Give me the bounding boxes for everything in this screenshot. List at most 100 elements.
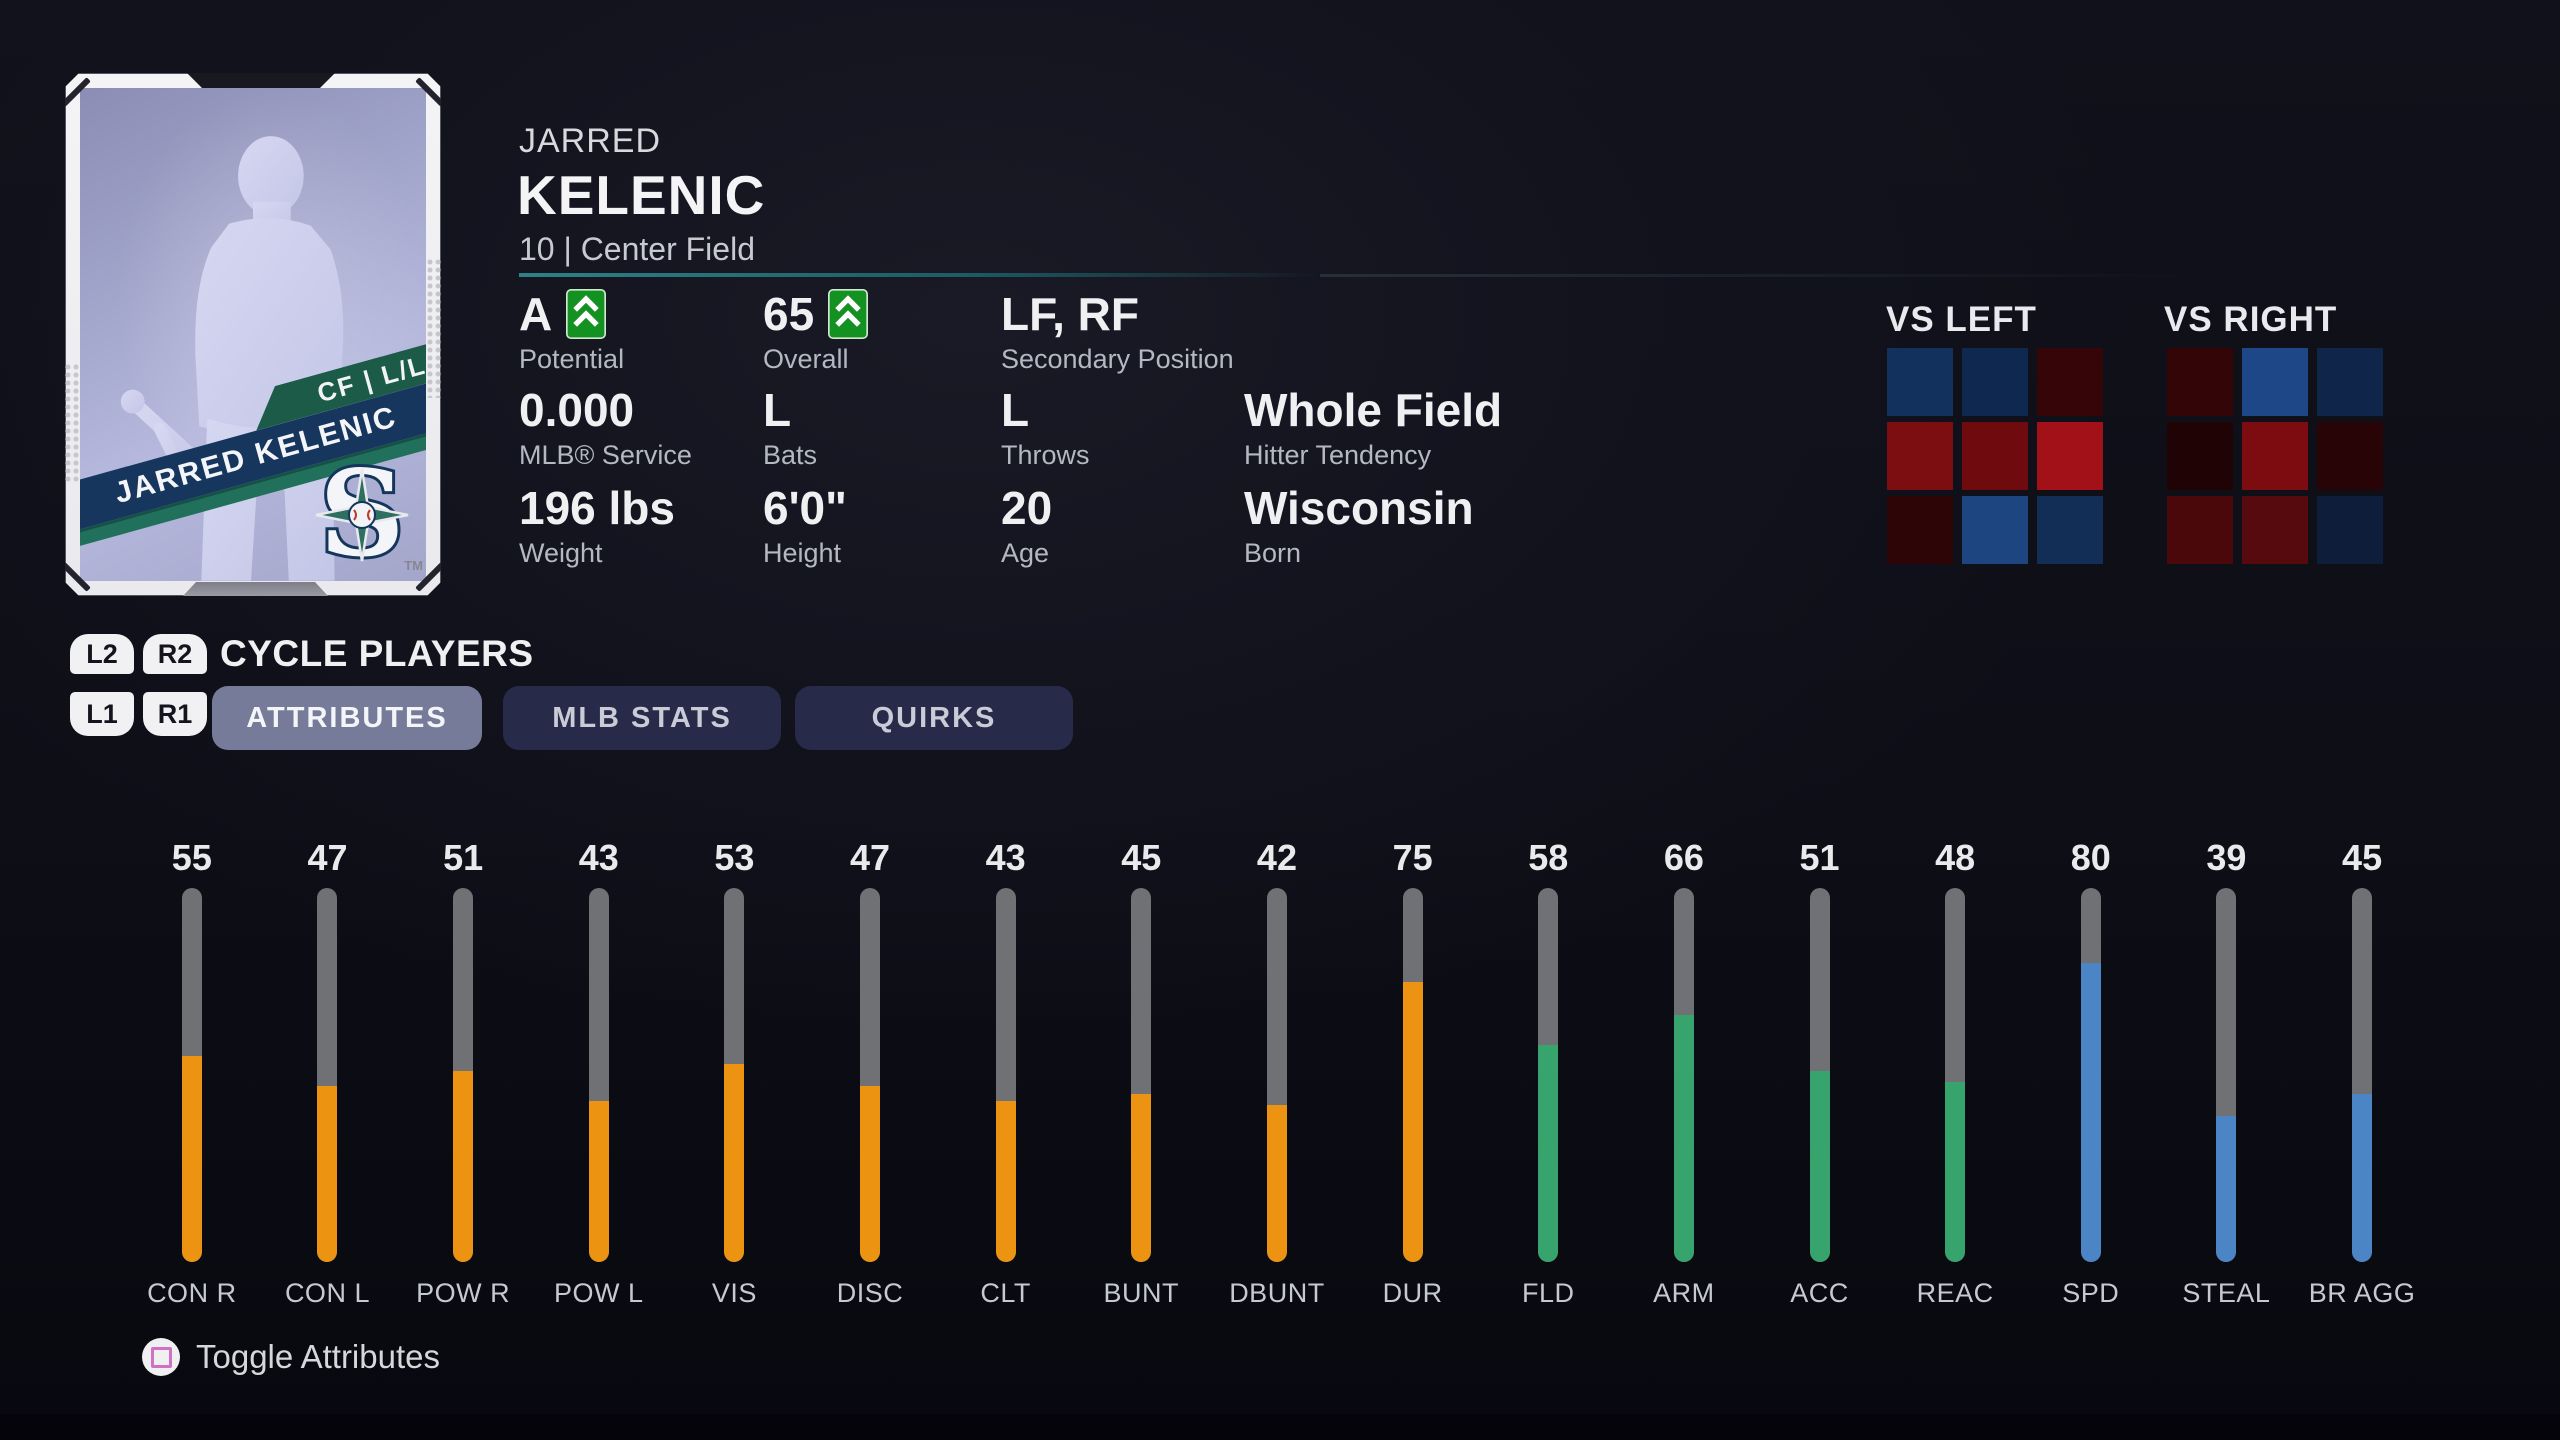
player-card: CF | L/L JARRED KELENIC S TM [65,73,441,596]
attribute-value: 75 [1392,837,1433,878]
stat-value: 6'0" [763,482,847,534]
attribute-bar-acc: 51 ACC [1752,838,1888,1309]
attribute-value: 39 [2206,837,2247,878]
attribute-value: 48 [1935,837,1976,878]
potential-stat: A Potential [519,288,624,376]
age-stat: 20 Age [1001,482,1052,570]
heatmap-cell [2167,422,2233,490]
heatmap-cell [2317,422,2383,490]
attribute-track [1538,888,1559,1262]
l1-label: L1 [86,698,118,729]
attribute-fill [1538,1045,1559,1262]
attribute-label: DBUNT [1229,1278,1325,1308]
stat-value: Whole Field [1244,384,1503,436]
heatmap-cell [2037,422,2103,490]
tab-attributes[interactable]: ATTRIBUTES [212,686,482,750]
attribute-track [1673,888,1694,1262]
attribute-bar-bunt: 45 BUNT [1073,838,1209,1309]
card-top-notch [187,73,335,88]
throws-stat: L Throws [1001,384,1090,472]
stat-value: L [763,384,792,436]
attribute-value: 51 [1799,837,1840,878]
heatmap-cell [2317,348,2383,416]
attribute-fill [1945,1082,1966,1262]
attribute-fill [724,1063,745,1262]
attribute-label: DUR [1382,1278,1443,1308]
square-button-icon [142,1338,180,1376]
attribute-fill [1266,1104,1287,1262]
attribute-bar-vis: 53 VIS [667,838,803,1309]
mariners-logo: S [302,443,422,579]
attribute-label: SPD [2062,1278,2120,1308]
vs-left-heatmap [1887,348,2103,564]
stat-label: Potential [519,344,625,374]
attribute-track [2352,888,2373,1262]
secondary-position-stat: LF, RF Secondary Position [1001,288,1234,376]
tab-mlb-stats[interactable]: MLB STATS [503,686,781,750]
attribute-value: 47 [850,837,891,878]
attribute-track [2080,888,2101,1262]
attribute-label: FLD [1521,1278,1575,1308]
attribute-track [1402,888,1423,1262]
attribute-label: STEAL [2182,1278,2271,1308]
heatmap-cell [2037,348,2103,416]
stat-value: 196 lbs [519,482,675,534]
attribute-label: CON L [284,1278,370,1308]
stat-label: Hitter Tendency [1244,440,1432,470]
heatmap-cell [2242,348,2308,416]
cycle-players-label: CYCLE PLAYERS [220,633,534,674]
attribute-track [860,888,881,1262]
frame-texture [426,258,442,398]
heatmap-cell [2242,496,2308,564]
attribute-bar-pow-l: 43 POW L [531,838,667,1309]
tab-label: QUIRKS [871,701,997,734]
tab-label: ATTRIBUTES [246,701,448,734]
heatmap-cell [1962,496,2028,564]
attribute-fill [860,1086,881,1262]
stat-label: Throws [1001,440,1090,470]
heatmap-cell [2167,496,2233,564]
stat-label: Age [1001,538,1050,568]
stat-label: Weight [519,538,603,568]
attribute-value: 80 [2070,837,2111,878]
toggle-attributes-hint[interactable]: Toggle Attributes [142,1338,440,1376]
attribute-bar-con-l: 47 CON L [260,838,396,1309]
attribute-value: 45 [1121,837,1162,878]
attribute-value: 42 [1256,837,1297,878]
attribute-fill [181,1056,202,1262]
attribute-fill [453,1071,474,1262]
born-stat: Wisconsin Born [1244,482,1474,570]
attribute-bar-reac: 48 REAC [1887,838,2023,1309]
mlb-service-stat: 0.000 MLB® Service [519,384,692,472]
attribute-value: 53 [714,837,755,878]
attribute-label: REAC [1916,1278,1994,1308]
stat-label: Secondary Position [1001,344,1234,374]
attribute-label: DISC [836,1278,904,1308]
attribute-fill [995,1101,1016,1262]
card-bottom-notch [183,582,328,596]
r1-label: R1 [157,698,193,729]
vs-right-title: VS RIGHT [2164,300,2338,339]
trademark-label: TM [404,558,423,573]
jersey-number-position: 10 | Center Field [519,231,755,267]
attribute-bar-con-r: 55 CON R [124,838,260,1309]
stat-value: Wisconsin [1244,482,1474,534]
attribute-fill [588,1101,609,1262]
attribute-value: 45 [2342,837,2383,878]
attribute-value: 55 [171,837,212,878]
stat-value: LF, RF [1001,288,1139,340]
stat-label: Bats [763,440,818,470]
heatmap-cell [1962,348,2028,416]
tab-quirks[interactable]: QUIRKS [795,686,1073,750]
attribute-bar-steal: 39 STEAL [2159,838,2295,1309]
attribute-bar-dur: 75 DUR [1345,838,1481,1309]
vs-left-title: VS LEFT [1886,300,2037,339]
heatmap-cell [2317,496,2383,564]
attribute-value: 66 [1663,837,1704,878]
attribute-label: VIS [711,1278,757,1308]
stat-label: Overall [763,344,849,374]
card-photo: CF | L/L JARRED KELENIC S TM [80,88,426,581]
attribute-track [2216,888,2237,1262]
bats-stat: L Bats [763,384,817,472]
